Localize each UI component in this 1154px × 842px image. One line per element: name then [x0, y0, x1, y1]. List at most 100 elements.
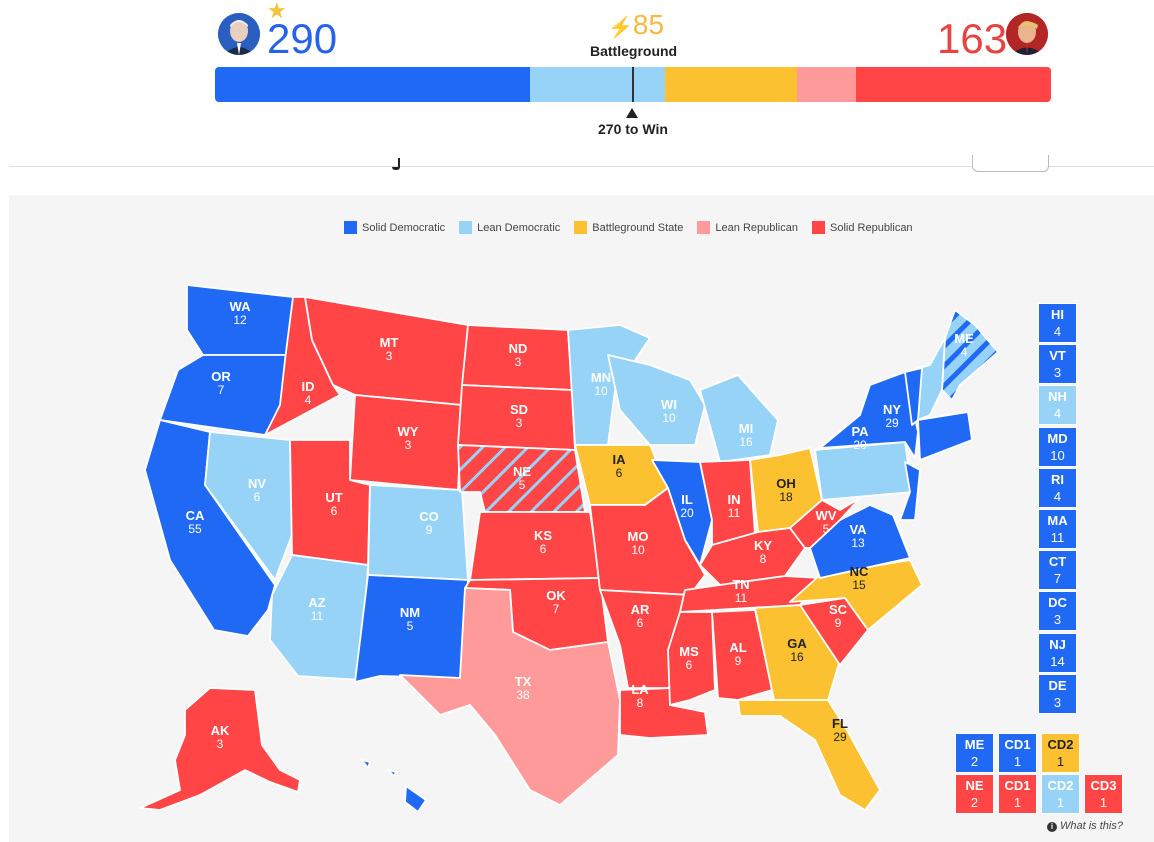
state-ev-label: 8	[637, 696, 644, 710]
state-ev-label: 6	[637, 616, 644, 630]
legend-label: Solid Republican	[830, 221, 913, 234]
state-fl[interactable]	[737, 699, 881, 811]
state-abbr-label: NY	[883, 402, 901, 417]
state-abbr-label: AR	[631, 602, 650, 617]
district-abbr: CD1	[1004, 778, 1031, 793]
state-abbr-label: LA	[631, 682, 649, 697]
battleground-label: Battleground	[590, 43, 678, 59]
legend-swatch	[574, 221, 588, 234]
state-abbr-label: MT	[380, 335, 399, 350]
small-state-abbr: CT	[1048, 554, 1067, 570]
small-state-abbr: NJ	[1049, 636, 1066, 652]
state-ev-label: 11	[735, 591, 748, 605]
map-legend: Solid Democratic Lean Democratic Battlegro…	[344, 221, 913, 234]
state-ev-label: 10	[594, 384, 608, 398]
small-state-box-md[interactable]: MD 10	[1038, 426, 1077, 467]
state-ev-label: 11	[728, 506, 741, 520]
state-abbr-label: TX	[515, 674, 532, 689]
state-nj-de-md[interactable]	[899, 461, 921, 521]
partial-button[interactable]	[972, 155, 1049, 172]
state-al[interactable]	[711, 609, 773, 701]
dem-electoral-total: 290	[267, 15, 338, 62]
legend-swatch	[697, 221, 711, 234]
state-hi[interactable]	[387, 769, 397, 777]
state-ga[interactable]	[754, 604, 841, 706]
state-abbr-label: GA	[787, 636, 807, 651]
district-box-ne-cd3[interactable]: CD3 1	[1084, 774, 1123, 814]
state-ks[interactable]	[469, 511, 601, 581]
state-tx[interactable]	[399, 587, 621, 806]
district-abbr: CD2	[1047, 778, 1074, 793]
state-me[interactable]	[941, 309, 999, 401]
what-is-this-link[interactable]: i What is this?	[1047, 820, 1123, 832]
state-abbr-label: WV	[816, 508, 837, 523]
district-ev: 1	[1013, 795, 1022, 810]
state-abbr-label: OK	[546, 588, 566, 603]
state-abbr-label: WI	[661, 397, 677, 412]
bar-segment-battleground	[664, 67, 797, 102]
state-ak[interactable]	[139, 687, 301, 811]
small-state-box-ct[interactable]: CT 7	[1038, 550, 1077, 591]
state-ev-label: 5	[823, 522, 830, 536]
district-abbr: ME	[964, 737, 985, 752]
small-state-ev: 14	[1050, 653, 1065, 669]
state-ev-label: 18	[779, 490, 793, 504]
state-wi[interactable]	[607, 354, 706, 446]
state-ev-label: 6	[254, 490, 261, 504]
legend-label: Lean Democratic	[477, 221, 561, 234]
district-box-me-cd1[interactable]: CD1 1	[998, 733, 1037, 773]
small-state-box-vt[interactable]: VT 3	[1038, 344, 1077, 385]
state-abbr-label: IL	[681, 492, 693, 507]
small-state-ev: 4	[1053, 324, 1062, 339]
small-state-ev: 4	[1053, 406, 1062, 422]
state-abbr-label: CO	[419, 509, 439, 524]
state-abbr-label: AL	[729, 640, 746, 655]
small-state-abbr: HI	[1051, 307, 1064, 322]
win-threshold-pointer-icon	[626, 108, 638, 118]
state-ev-label: 3	[217, 737, 224, 751]
state-co[interactable]	[367, 484, 469, 581]
state-ma-ct-ri[interactable]	[917, 411, 973, 461]
state-abbr-label: KY	[754, 538, 772, 553]
winner-star-icon: ★	[267, 0, 287, 23]
small-state-box-ri[interactable]: RI 4	[1038, 467, 1077, 508]
small-state-abbr: MD	[1047, 430, 1068, 446]
state-ev-label: 10	[662, 411, 676, 425]
district-ev: 2	[970, 795, 979, 810]
small-state-box-de[interactable]: DE 3	[1038, 673, 1077, 714]
district-box-ne-cd2[interactable]: CD2 1	[1041, 774, 1080, 814]
legend-item: Lean Republican	[697, 221, 798, 234]
small-state-ev: 10	[1050, 447, 1065, 463]
district-box-ne-cd1[interactable]: CD1 1	[998, 774, 1037, 814]
state-abbr-label: VA	[849, 522, 867, 537]
district-box-ne-ne[interactable]: NE 2	[955, 774, 994, 814]
state-hi[interactable]	[404, 785, 427, 813]
small-state-box-nh[interactable]: NH 4	[1038, 385, 1077, 426]
state-abbr-label: WY	[398, 424, 419, 439]
state-wv[interactable]	[789, 497, 861, 549]
small-state-box-nj[interactable]: NJ 14	[1038, 632, 1077, 673]
state-abbr-label: CA	[186, 508, 205, 523]
state-abbr-label: MS	[679, 644, 699, 659]
district-abbr: CD2	[1047, 737, 1074, 752]
district-ev: 2	[970, 754, 979, 769]
bolt-icon: ⚡	[608, 17, 633, 39]
state-abbr-label: OH	[776, 476, 796, 491]
state-abbr-label: WA	[230, 299, 252, 314]
state-ev-label: 16	[790, 650, 804, 664]
small-state-box-hi[interactable]: HI 4	[1038, 303, 1077, 343]
small-state-ev: 7	[1053, 571, 1062, 587]
state-nv[interactable]	[204, 431, 293, 581]
state-ev-label: 3	[515, 355, 522, 369]
small-state-box-dc[interactable]: DC 3	[1038, 591, 1077, 632]
small-state-abbr: DE	[1048, 677, 1067, 693]
small-state-box-ma[interactable]: MA 11	[1038, 509, 1077, 549]
state-hi[interactable]	[361, 759, 371, 769]
district-box-me-me[interactable]: ME 2	[955, 733, 994, 773]
district-box-me-cd2[interactable]: CD2 1	[1041, 733, 1080, 773]
state-ev-label: 13	[851, 536, 865, 550]
small-state-abbr: NH	[1048, 389, 1067, 405]
state-abbr-label: NV	[248, 476, 266, 491]
state-abbr-label: SD	[510, 402, 528, 417]
state-ev-label: 6	[616, 466, 623, 480]
